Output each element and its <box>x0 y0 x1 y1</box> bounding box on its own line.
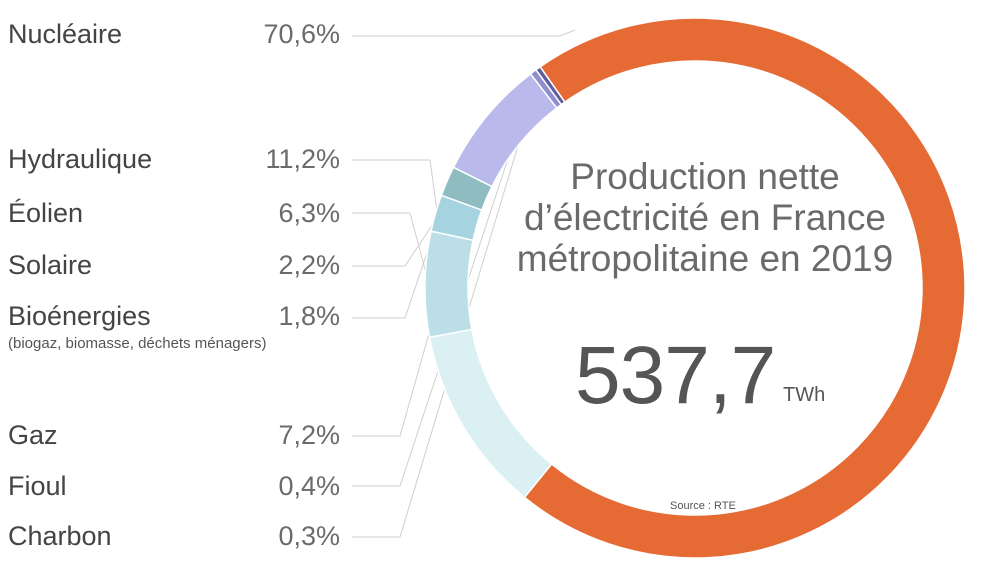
total-unit: TWh <box>783 384 826 406</box>
pct-fioul: 0,4% <box>278 471 340 501</box>
leader-line-charbon <box>352 71 541 538</box>
chart-title: Production nette d’électricité en France… <box>516 156 894 279</box>
pct-solaire: 2,2% <box>278 250 340 280</box>
label-fioul: Fioul <box>8 471 67 501</box>
pct-bioenergies: 1,8% <box>278 301 340 331</box>
pct-charbon: 0,3% <box>278 521 340 551</box>
label-solaire: Solaire <box>8 250 93 280</box>
donut-slice-hydraulique <box>428 328 553 499</box>
label-nucleaire: Nucléaire <box>8 19 123 49</box>
pct-hydraulique: 11,2% <box>265 144 340 174</box>
leader-line-solaire <box>352 213 440 267</box>
pct-gaz: 7,2% <box>278 420 340 450</box>
source-note: Source : RTE <box>670 500 736 512</box>
label-gaz: Gaz <box>8 420 58 450</box>
donut-slice-nucleaire <box>523 17 966 559</box>
leader-line-eolien <box>352 212 430 285</box>
label-charbon: Charbon <box>8 521 112 551</box>
sublabel-bioenergies: (biogaz, biomasse, déchets ménagers) <box>8 335 267 352</box>
pct-eolien: 6,3% <box>278 198 340 228</box>
leader-line-fioul <box>352 74 537 487</box>
pct-nucleaire: 70,6% <box>263 19 340 49</box>
donut-slice-eolien <box>424 230 474 339</box>
label-hydraulique: Hydraulique <box>8 144 153 174</box>
label-eolien: Éolien <box>8 198 84 228</box>
label-bioenergies: Bioénergies <box>8 301 151 331</box>
donut-slice-charbon <box>534 65 566 106</box>
leader-line-nucleaire <box>352 29 576 37</box>
total-value: 537,7 <box>575 330 776 421</box>
